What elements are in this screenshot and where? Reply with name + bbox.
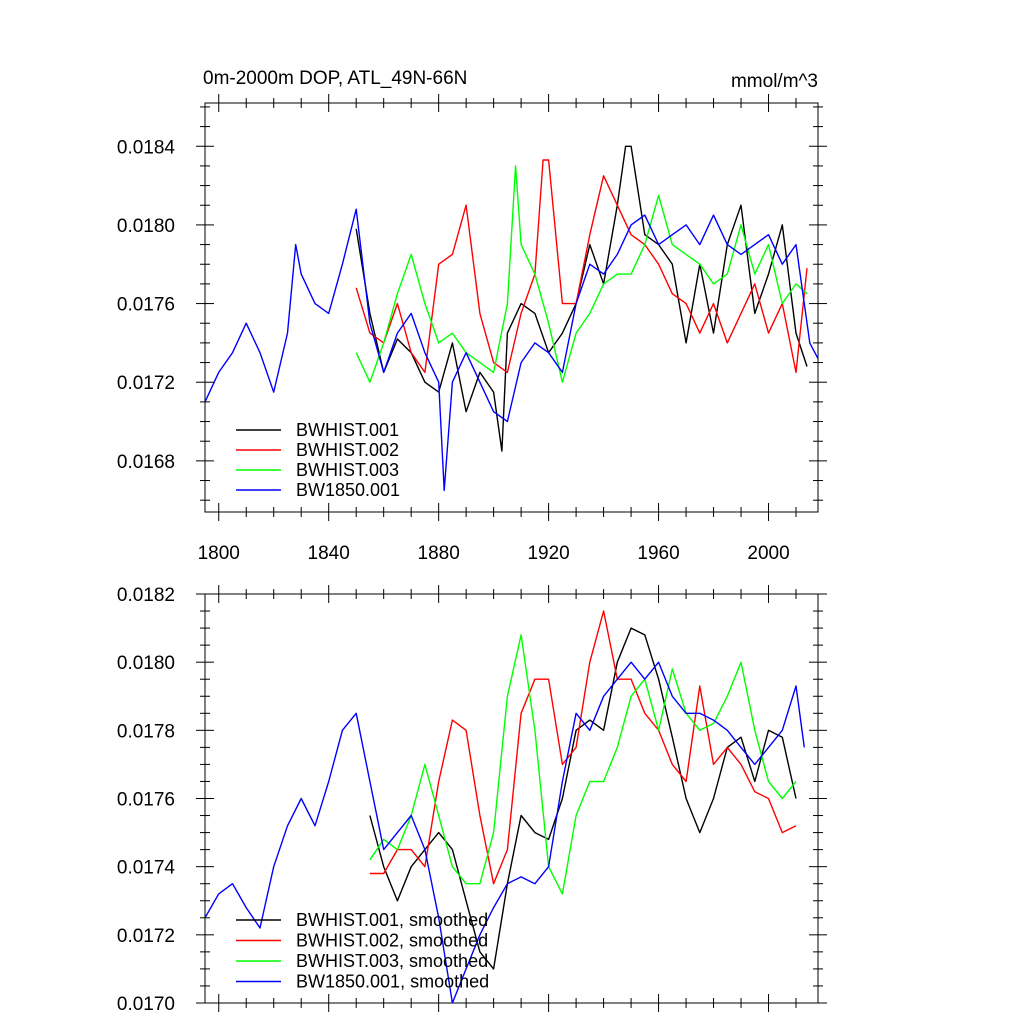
legend-label: BWHIST.001 (296, 420, 399, 440)
series-line (205, 661, 805, 1003)
x-tick-label: 2000 (747, 543, 789, 564)
x-tick-label: 1880 (418, 543, 460, 564)
y-tick-label: 0.0170 (117, 994, 175, 1015)
legend-label: BWHIST.002, smoothed (296, 931, 488, 951)
y-tick-label: 0.0180 (117, 653, 175, 674)
top-chart-title: 0m-2000m DOP, ATL_49N-66N (203, 68, 467, 89)
y-tick-label: 0.0172 (117, 926, 175, 947)
legend-label: BWHIST.003 (296, 460, 399, 480)
bottom-chart-panel: 0.0170 0.0172 0.0174 0.0176 0.0178 0.0180 0.01… (117, 585, 827, 1015)
series-group (205, 610, 805, 1003)
y-tick-label: 0.0174 (117, 858, 176, 879)
legend-label: BWHIST.002 (296, 440, 399, 460)
y-tick-label: 0.0184 (117, 137, 176, 158)
y-tick-label: 0.0180 (117, 216, 175, 237)
y-tick-label: 0.0178 (117, 721, 175, 742)
legend-label: BW1850.001, smoothed (296, 972, 489, 992)
y-tick-label: 0.0176 (117, 790, 175, 811)
y-tick-label: 0.0172 (117, 373, 175, 394)
series-line (355, 159, 808, 374)
x-tick-label: 1840 (308, 543, 350, 564)
y-tick-label: 0.0182 (117, 585, 175, 606)
y-tick-label: 0.0176 (117, 295, 175, 316)
legend-label: BW1850.001 (296, 480, 400, 500)
top-chart-units: mmol/m^3 (731, 71, 818, 92)
x-tick-label: 1920 (527, 543, 569, 564)
series-line (205, 208, 818, 492)
y-tick-label: 0.0168 (117, 452, 175, 473)
x-tick-label: 1800 (198, 543, 240, 564)
series-line (369, 610, 797, 885)
legend-label: BWHIST.003, smoothed (296, 951, 488, 971)
series-line (369, 627, 797, 970)
x-tick-label: 1960 (637, 543, 679, 564)
series-line (355, 165, 808, 383)
plot-frame (204, 102, 819, 513)
top-chart-panel: 1800 1840 1880 1920 1960 2000 0.0168 0.0172 0.01… (117, 94, 827, 564)
series-line (355, 145, 808, 452)
series-group (205, 145, 818, 492)
legend-label: BWHIST.001, smoothed (296, 910, 488, 930)
series-line (369, 634, 797, 895)
